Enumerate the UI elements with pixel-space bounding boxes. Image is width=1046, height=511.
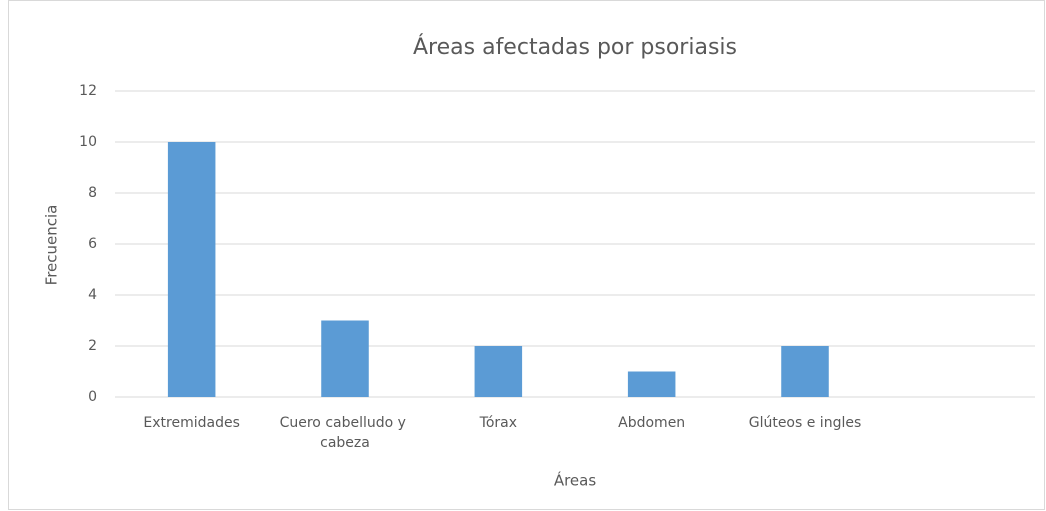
x-tick-label: Glúteos e ingles — [749, 415, 862, 431]
chart-title: Áreas afectadas por psoriasis — [413, 34, 737, 60]
bar — [781, 346, 829, 397]
bar — [627, 371, 676, 397]
x-tick-label: Extremidades — [143, 415, 239, 431]
x-axis-title: Áreas — [554, 471, 597, 490]
bar — [474, 346, 523, 397]
x-tick-label: Abdomen — [618, 415, 685, 431]
bar — [167, 142, 216, 397]
y-tick-label: 0 — [88, 389, 97, 405]
x-tick-label: Cuero cabelludo y cabeza — [280, 415, 411, 451]
y-tick-label: 2 — [88, 338, 97, 354]
y-tick-label: 6 — [88, 236, 97, 252]
chart-frame — [8, 0, 1045, 510]
y-tick-label: 4 — [88, 287, 97, 303]
y-tick-label: 10 — [79, 134, 97, 150]
y-axis-title: Frecuencia — [43, 205, 61, 286]
x-tick-label: Tórax — [479, 415, 517, 431]
y-tick-label: 12 — [79, 83, 97, 99]
y-tick-label: 8 — [88, 185, 97, 201]
bar — [321, 320, 369, 397]
